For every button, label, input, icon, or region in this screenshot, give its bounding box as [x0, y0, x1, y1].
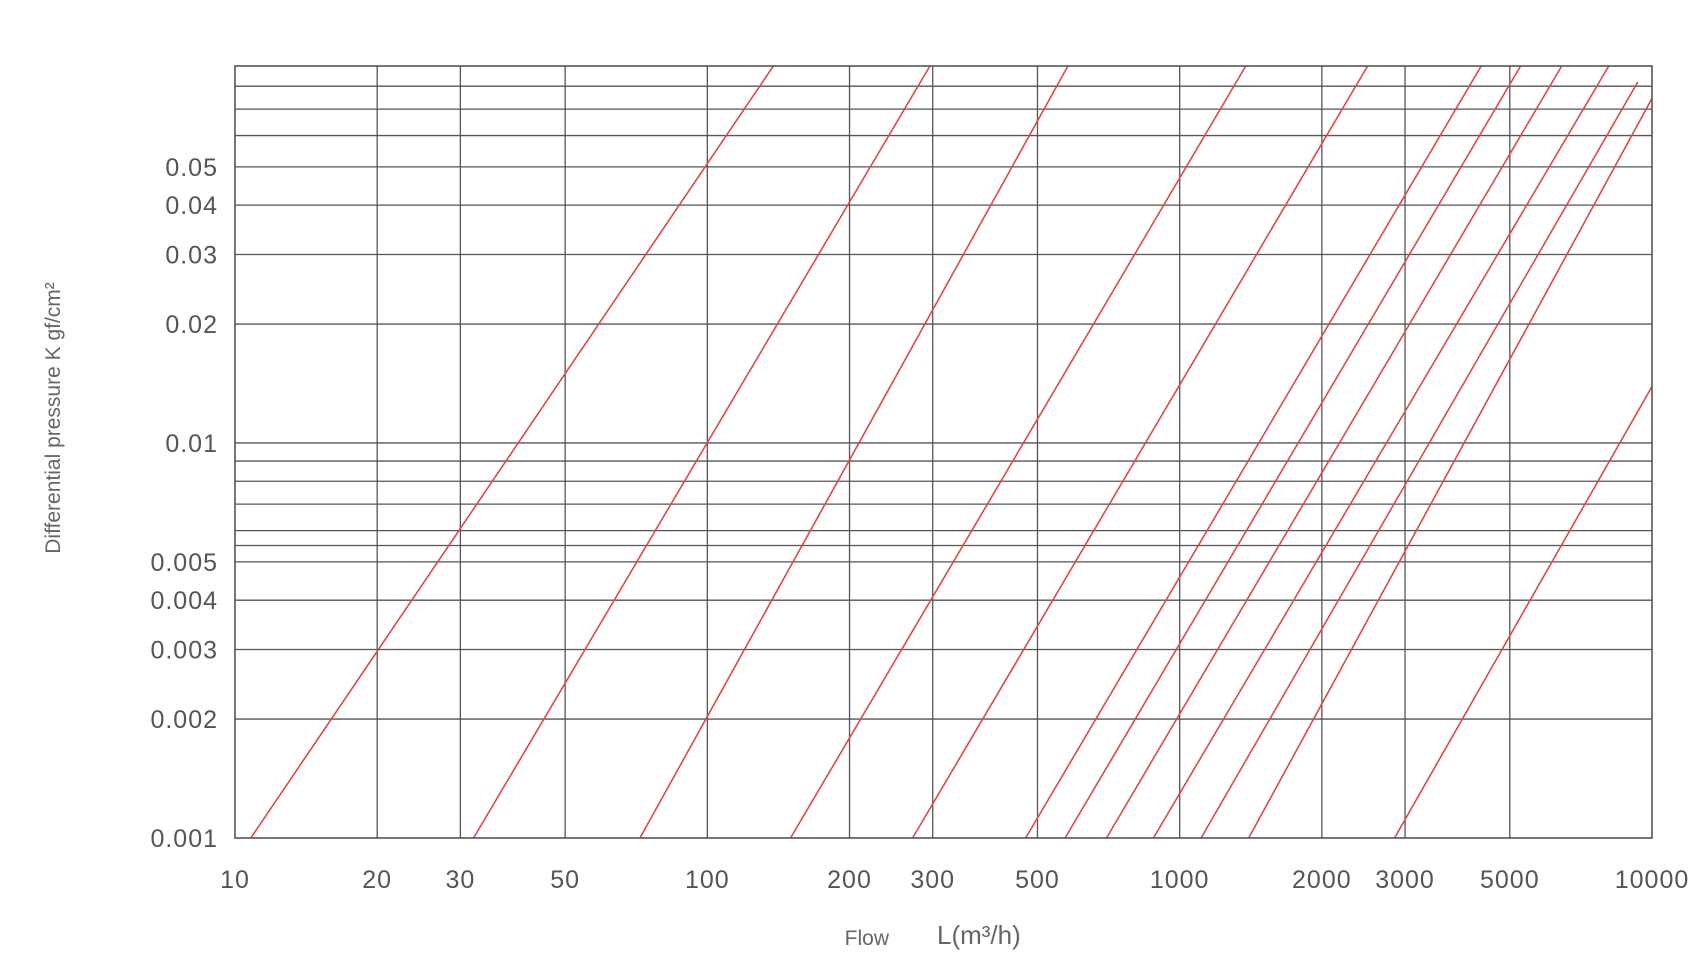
x-tick-label: 20	[362, 866, 392, 894]
series-line	[472, 65, 931, 839]
x-tick-labels: 10 20 30 50 100 200 300 500 1000 2000 3000 5000 1000…	[220, 866, 1690, 894]
x-tick-label: 50	[550, 866, 580, 894]
x-gridlines	[376, 66, 1511, 838]
y-tick-label: 0.005	[150, 549, 218, 577]
plot-frame	[234, 65, 1653, 839]
x-tick-label: 500	[1015, 866, 1060, 894]
series-line	[1393, 386, 1653, 839]
series-lines	[250, 65, 1653, 839]
x-tick-label: 10	[220, 866, 250, 894]
series-line	[1105, 65, 1563, 839]
y-tick-label: 0.05	[165, 154, 218, 182]
x-tick-label: 1000	[1150, 866, 1210, 894]
series-line	[1200, 81, 1639, 839]
x-tick-label: 100	[685, 866, 730, 894]
series-line	[1152, 65, 1610, 839]
series-line	[1064, 65, 1522, 839]
y-tick-label: 0.02	[165, 311, 218, 339]
y-tick-label: 0.01	[165, 430, 218, 458]
x-tick-label: 200	[827, 866, 872, 894]
series-line	[1247, 98, 1653, 839]
x-tick-label: 300	[910, 866, 955, 894]
y-tick-labels: 0.001 0.002 0.003 0.004 0.005 0.01 0.02 0.03 0.0…	[150, 154, 218, 853]
x-tick-label: 3000	[1375, 866, 1435, 894]
y-tick-label: 0.003	[150, 637, 218, 665]
series-line	[250, 65, 775, 839]
series-line	[1024, 65, 1482, 839]
series-line	[911, 65, 1369, 839]
y-tick-label: 0.002	[150, 706, 218, 734]
x-axis-title: Flow	[845, 927, 890, 950]
y-tick-label: 0.03	[165, 241, 218, 269]
x-axis-unit: L(m³/h)	[937, 920, 1021, 950]
y-axis-title: Differential pressure K gf/cm²	[42, 282, 65, 554]
y-tick-label: 0.001	[150, 825, 218, 853]
x-tick-label: 30	[445, 866, 475, 894]
y-gridlines	[235, 85, 1652, 720]
x-tick-label: 2000	[1292, 866, 1352, 894]
series-line	[639, 65, 1069, 839]
series-line	[789, 65, 1247, 839]
y-tick-label: 0.004	[150, 587, 218, 615]
x-tick-label: 5000	[1480, 866, 1540, 894]
x-tick-label: 10000	[1615, 866, 1690, 894]
y-tick-label: 0.04	[165, 192, 218, 220]
